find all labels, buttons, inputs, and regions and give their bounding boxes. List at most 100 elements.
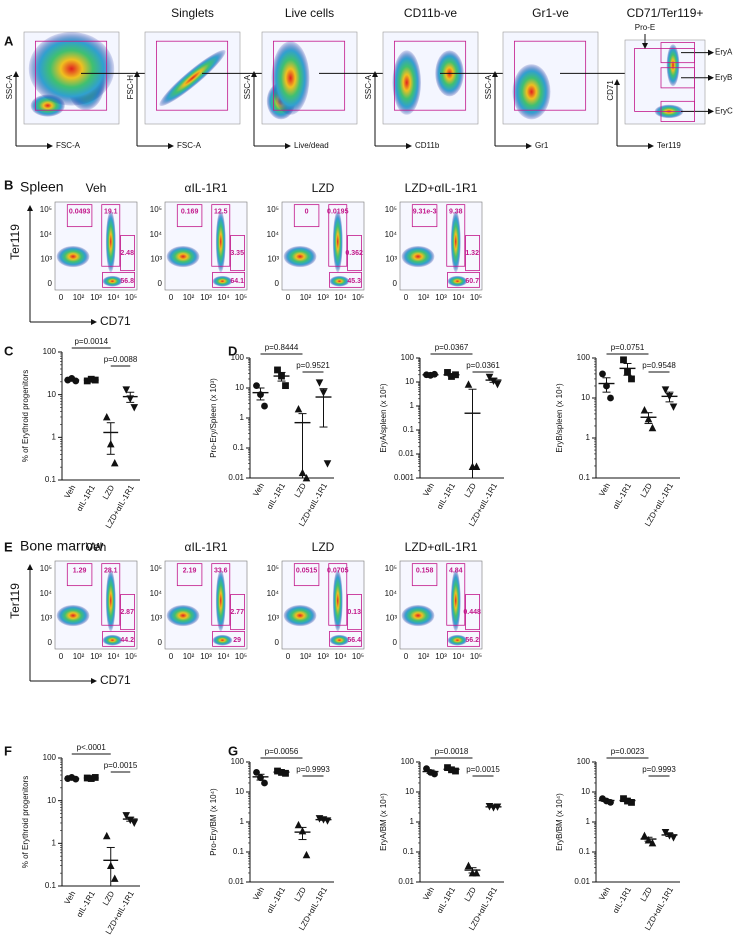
gate-value: 2.87	[120, 609, 134, 616]
data-point	[472, 868, 481, 877]
data-point	[319, 389, 328, 397]
gate-value: 28.1	[104, 568, 118, 575]
data-point	[485, 373, 494, 382]
x-tick-label: 10⁵	[125, 652, 137, 661]
data-point	[431, 370, 438, 378]
gate-value: 2.77	[230, 609, 244, 616]
gate	[329, 631, 362, 647]
gate-value: 56.4	[347, 637, 361, 644]
x-tick-label: LZD	[463, 885, 478, 903]
y-tick-label: 0.1	[403, 847, 415, 856]
y-tick-label: 1	[410, 401, 415, 410]
x-tick-label: LZD	[639, 885, 654, 903]
x-tick-label: Veh	[421, 886, 436, 902]
gate	[35, 40, 108, 111]
y-tick-label: 0	[393, 279, 398, 288]
x-tick-label: 10⁴	[107, 652, 120, 661]
y-tick-label: 10⁵	[150, 564, 162, 573]
y-tick-label: 100	[401, 757, 415, 766]
x-tick-label: LZD	[293, 885, 308, 903]
density	[105, 210, 116, 273]
data-point	[87, 375, 95, 383]
x-tick-label: 0	[404, 652, 409, 661]
data-point	[644, 414, 653, 423]
data-point	[257, 391, 264, 399]
data-point	[122, 386, 131, 394]
data-point	[302, 850, 311, 859]
data-point	[444, 764, 451, 772]
x-tick-label: LZD	[293, 481, 308, 499]
x-tick-label: αIL-1R1	[435, 481, 457, 511]
y-axis-label: % of Erythroid progenitors	[21, 776, 30, 869]
gate	[393, 40, 467, 111]
data-point	[282, 382, 289, 390]
gate	[347, 594, 362, 631]
y-tick-label: 100	[577, 757, 591, 766]
data-point	[620, 356, 627, 364]
x-tick-label: Veh	[63, 890, 78, 906]
plot-frame	[399, 201, 483, 291]
gate	[347, 235, 362, 272]
x-tick-label: 10³	[317, 293, 329, 302]
x-axis-label: Gr1	[535, 141, 549, 150]
gate-label: EryB	[715, 73, 732, 82]
data-point	[257, 774, 264, 782]
gate	[176, 204, 203, 228]
y-tick-label: 100	[577, 353, 591, 362]
gate-value: 2.19	[183, 568, 197, 575]
plot-title: CD71/Ter119+	[627, 6, 704, 20]
x-tick-label: 10³	[90, 652, 102, 661]
x-tick-label: 10²	[418, 652, 430, 661]
gate-label: Pro-E	[635, 23, 655, 32]
gate-value: 0.169	[181, 209, 199, 216]
y-tick-label: 10	[405, 787, 414, 796]
density	[401, 246, 435, 268]
x-axis-label: Ter119	[657, 141, 681, 150]
x-tick-label: 10⁴	[217, 293, 230, 302]
data-point	[464, 861, 473, 870]
plot-title: αIL-1R1	[185, 540, 228, 554]
data-point	[489, 377, 498, 386]
x-tick-label: αIL-1R1	[75, 483, 97, 513]
x-tick-label: Veh	[597, 886, 612, 902]
y-axis-label: EryB/spleen (x 10⁴)	[555, 383, 564, 453]
density	[283, 246, 317, 268]
y-axis-label: EryB/BM (x 10⁴)	[555, 793, 564, 851]
x-tick-label: 10⁵	[470, 293, 482, 302]
gate	[120, 594, 135, 631]
x-tick-label: 10²	[183, 293, 195, 302]
x-tick-label: 10⁵	[352, 652, 364, 661]
density	[447, 634, 468, 646]
data-point	[282, 769, 289, 777]
y-tick-label: 0	[275, 638, 280, 647]
gate-value: 0.0195	[327, 209, 349, 216]
data-point	[323, 460, 332, 468]
data-point	[665, 392, 674, 401]
plot-title: LZD+αIL-1R1	[405, 181, 478, 195]
plot-title: LZD	[312, 181, 335, 195]
x-tick-label: 10³	[200, 293, 212, 302]
gate	[176, 563, 203, 587]
data-point	[661, 386, 670, 394]
y-axis-label: EryA/spleen (x 10⁵)	[379, 383, 388, 452]
gate-value: 9.31e-3	[413, 209, 437, 216]
data-point	[110, 459, 119, 467]
data-point	[91, 376, 99, 384]
gate-value: 0.0515	[296, 568, 318, 575]
y-axis-label: Ter119	[8, 583, 22, 619]
y-tick-label: 0.01	[228, 473, 244, 482]
p-value: p=0.9993	[296, 765, 330, 774]
data-point	[628, 375, 635, 383]
data-point	[278, 372, 285, 380]
y-tick-label: 0.1	[45, 475, 57, 484]
y-axis-label: Pro-Ery/Spleen (x 10³)	[209, 378, 218, 458]
data-point	[624, 797, 631, 805]
data-point	[298, 468, 307, 477]
x-tick-label: LZD	[101, 483, 116, 501]
gate-value: 12.5	[214, 209, 228, 216]
plot-frame	[54, 201, 138, 291]
density	[447, 275, 468, 287]
density	[215, 569, 226, 632]
y-tick-label: 0.1	[579, 473, 591, 482]
p-value: p=0.0018	[435, 747, 469, 756]
